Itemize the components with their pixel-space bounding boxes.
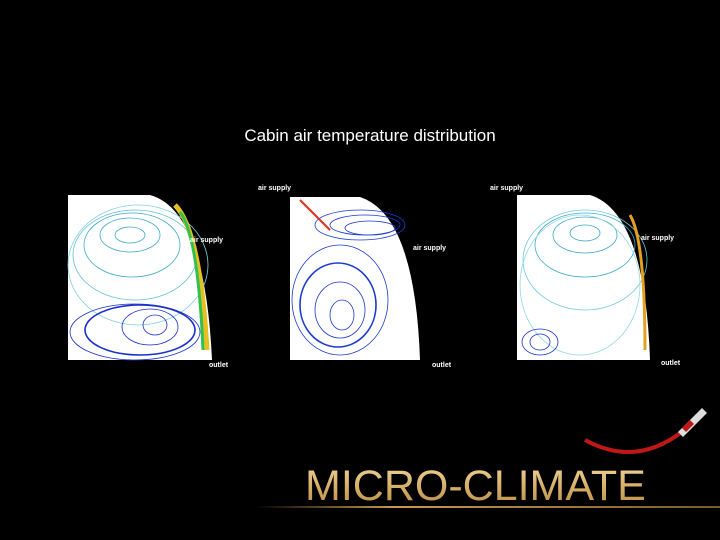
flow-label: air supply [190, 237, 223, 244]
slide-title: Cabin air temperature distribution [244, 126, 495, 145]
flow-label: air supply [413, 245, 446, 252]
flow-panel: air supply outlet [67, 195, 229, 369]
flow-label: air supply [490, 185, 523, 192]
flow-label: air supply [258, 185, 291, 192]
flow-label: outlet [432, 362, 452, 369]
flow-label: outlet [661, 360, 681, 367]
logo-text: MICRO-CLIMATE [305, 462, 646, 510]
logo: MICRO-CLIMATE [255, 408, 720, 510]
flow-label: air supply [641, 235, 674, 242]
flow-panel: air supply air supply outlet [490, 185, 681, 367]
flow-panel: air supply air supply outlet [258, 185, 452, 369]
flow-label: outlet [209, 362, 229, 369]
